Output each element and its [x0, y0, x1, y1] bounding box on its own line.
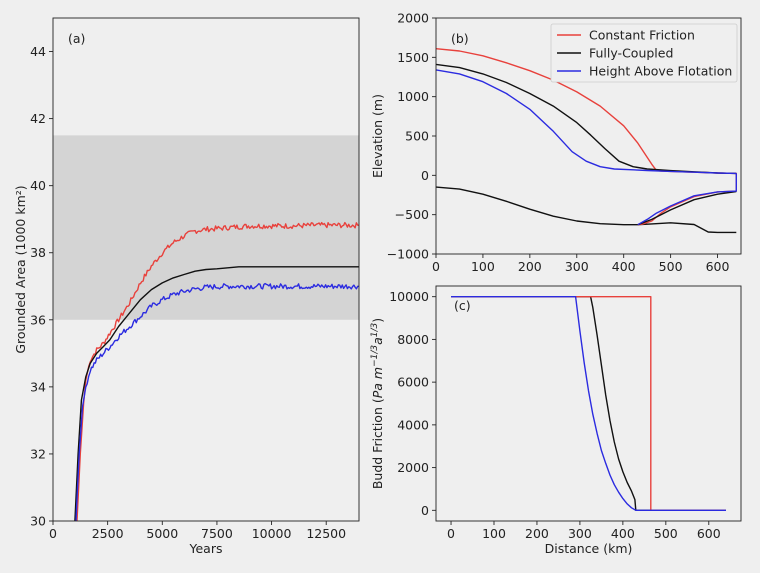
y-tick-label: 10000 — [389, 289, 429, 304]
x-tick-label: 0 — [447, 526, 455, 541]
series-group — [74, 221, 359, 521]
y-tick-label: 42 — [30, 111, 46, 126]
x-axis-label: Years — [189, 541, 223, 556]
x-tick-label: 200 — [525, 526, 549, 541]
x-tick-label: 400 — [611, 526, 635, 541]
x-tick-label: 600 — [706, 259, 730, 274]
legend-label: Height Above Flotation — [589, 64, 732, 79]
y-tick-label: 36 — [30, 312, 46, 327]
plot-area — [436, 286, 741, 521]
y-tick-label: 0 — [421, 168, 429, 183]
legend-label: Constant Friction — [589, 28, 695, 43]
x-tick-label: 0 — [49, 526, 57, 541]
series-line-0 — [451, 296, 726, 511]
series-line-0 — [436, 186, 737, 234]
y-tick-label: 6000 — [397, 375, 429, 390]
x-tick-label: 0 — [432, 259, 440, 274]
series-line-0 — [76, 221, 359, 521]
x-tick-label: 500 — [654, 526, 678, 541]
y-axis-label: Elevation (m) — [370, 94, 385, 178]
y-tick-label: 38 — [30, 245, 46, 260]
y-tick-label: −500 — [395, 207, 429, 222]
x-axis-label: Distance (km) — [545, 541, 633, 556]
series-line-6 — [637, 173, 737, 226]
x-tick-label: 300 — [568, 526, 592, 541]
series-line-1 — [74, 266, 359, 521]
x-tick-label: 500 — [659, 259, 683, 274]
y-tick-label: 1000 — [397, 89, 429, 104]
legend-label: Fully-Coupled — [589, 46, 673, 61]
y-tick-label: 34 — [30, 379, 46, 394]
x-tick-label: 400 — [612, 259, 636, 274]
y-tick-label: 500 — [405, 129, 429, 144]
x-tick-label: 300 — [565, 259, 589, 274]
y-tick-label: 2000 — [397, 11, 429, 26]
x-tick-label: 7500 — [201, 526, 233, 541]
x-tick-label: 10000 — [252, 526, 292, 541]
plot-frame — [435, 285, 742, 522]
x-tick-label: 12500 — [306, 526, 346, 541]
y-tick-label: 4000 — [397, 417, 429, 432]
x-tick-label: 100 — [482, 526, 506, 541]
panel-b-elevation-chart: 0 100 200 300 400 500 600 −1000 −500 0 500 1000 1500… — [370, 11, 742, 274]
series-group — [436, 48, 737, 234]
series-line-2 — [451, 296, 726, 511]
y-tick-label: 0 — [421, 503, 429, 518]
series-line-1 — [436, 48, 658, 172]
series-group — [451, 296, 726, 511]
y-tick-label: 1500 — [397, 50, 429, 65]
x-tick-label: 100 — [471, 259, 495, 274]
plot-frame — [52, 17, 360, 522]
series-line-5 — [436, 69, 737, 175]
legend-box — [550, 23, 738, 83]
y-tick-label: −1000 — [387, 247, 429, 262]
x-tick-label: 600 — [697, 526, 721, 541]
series-line-4 — [637, 190, 737, 226]
y-tick-label: 30 — [30, 514, 46, 529]
x-tick-label: 200 — [518, 259, 542, 274]
x-tick-label: 5000 — [146, 526, 178, 541]
y-tick-label: 40 — [30, 178, 46, 193]
series-line-2 — [75, 282, 359, 521]
y-axis-label: Grounded Area (1000 km²) — [13, 185, 28, 353]
y-tick-label: 2000 — [397, 460, 429, 475]
y-axis-label: Budd Friction (Pa m−1/3a1/3) — [370, 318, 385, 489]
y-tick-label: 32 — [30, 446, 46, 461]
panel-label: (c) — [454, 298, 471, 313]
y-tick-label: 8000 — [397, 332, 429, 347]
x-tick-label: 2500 — [92, 526, 124, 541]
panel-label: (a) — [68, 31, 85, 46]
panel-c-budd-friction-chart: 0 100 200 300 400 500 600020004000600080001000… — [370, 285, 742, 556]
y-tick-label: 44 — [30, 44, 46, 59]
panel-label: (b) — [451, 31, 469, 46]
panel-a-grounded-area-chart: 0 2500 5000 7500 10000 12500 30 32 34 36 38 40 42 44 (… — [13, 17, 360, 556]
shaded-band — [53, 135, 359, 320]
